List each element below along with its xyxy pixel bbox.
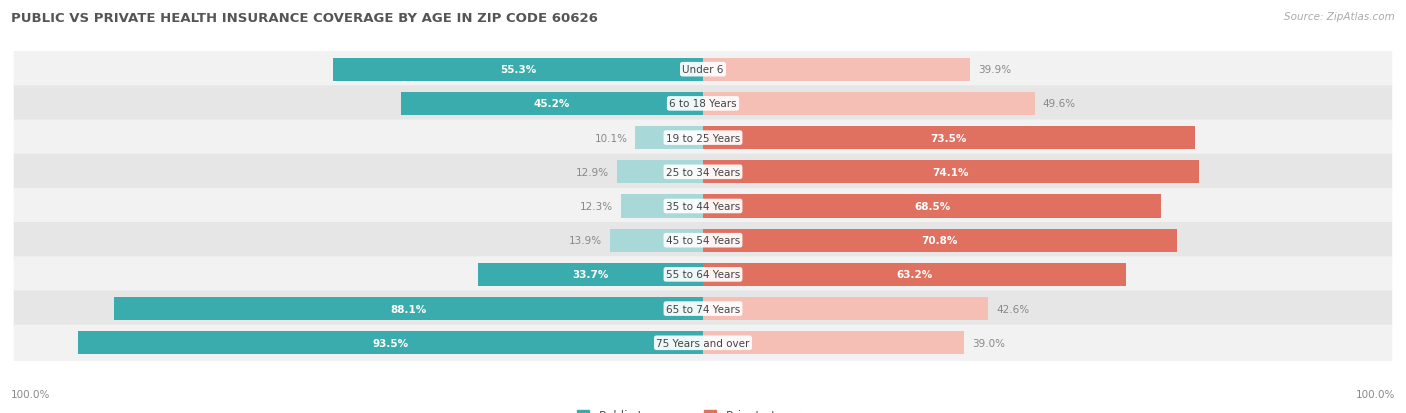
Text: 12.3%: 12.3%: [579, 202, 613, 211]
Bar: [703, 263, 1126, 286]
Bar: [703, 93, 1035, 116]
FancyBboxPatch shape: [14, 291, 1392, 327]
Bar: [617, 161, 703, 184]
FancyBboxPatch shape: [14, 325, 1392, 361]
Text: 73.5%: 73.5%: [931, 133, 967, 143]
Bar: [114, 297, 703, 320]
Text: Source: ZipAtlas.com: Source: ZipAtlas.com: [1284, 12, 1395, 22]
Legend: Public Insurance, Private Insurance: Public Insurance, Private Insurance: [572, 404, 834, 413]
FancyBboxPatch shape: [14, 188, 1392, 225]
FancyBboxPatch shape: [14, 120, 1392, 157]
Text: 93.5%: 93.5%: [373, 338, 408, 348]
FancyBboxPatch shape: [14, 256, 1392, 293]
Text: 39.9%: 39.9%: [979, 65, 1011, 75]
Bar: [703, 127, 1195, 150]
Bar: [703, 195, 1161, 218]
Text: 19 to 25 Years: 19 to 25 Years: [666, 133, 740, 143]
Text: 42.6%: 42.6%: [995, 304, 1029, 314]
Text: 10.1%: 10.1%: [595, 133, 627, 143]
Text: 25 to 34 Years: 25 to 34 Years: [666, 167, 740, 177]
Bar: [333, 58, 703, 82]
Text: 45 to 54 Years: 45 to 54 Years: [666, 236, 740, 246]
Text: Under 6: Under 6: [682, 65, 724, 75]
Text: 100.0%: 100.0%: [1355, 389, 1395, 399]
Text: 49.6%: 49.6%: [1043, 99, 1076, 109]
Bar: [401, 93, 703, 116]
Text: 55.3%: 55.3%: [501, 65, 536, 75]
FancyBboxPatch shape: [14, 86, 1392, 122]
Bar: [703, 229, 1177, 252]
Text: 75 Years and over: 75 Years and over: [657, 338, 749, 348]
Text: 33.7%: 33.7%: [572, 270, 609, 280]
Bar: [478, 263, 703, 286]
Text: 100.0%: 100.0%: [11, 389, 51, 399]
Bar: [620, 195, 703, 218]
Text: 13.9%: 13.9%: [569, 236, 602, 246]
Bar: [703, 161, 1199, 184]
FancyBboxPatch shape: [14, 223, 1392, 259]
Text: 65 to 74 Years: 65 to 74 Years: [666, 304, 740, 314]
Text: PUBLIC VS PRIVATE HEALTH INSURANCE COVERAGE BY AGE IN ZIP CODE 60626: PUBLIC VS PRIVATE HEALTH INSURANCE COVER…: [11, 12, 598, 25]
Bar: [703, 331, 965, 355]
Text: 45.2%: 45.2%: [534, 99, 569, 109]
Text: 63.2%: 63.2%: [896, 270, 932, 280]
FancyBboxPatch shape: [14, 52, 1392, 88]
Text: 55 to 64 Years: 55 to 64 Years: [666, 270, 740, 280]
Bar: [703, 297, 988, 320]
Text: 68.5%: 68.5%: [914, 202, 950, 211]
Text: 70.8%: 70.8%: [921, 236, 957, 246]
Text: 39.0%: 39.0%: [972, 338, 1005, 348]
Bar: [703, 58, 970, 82]
FancyBboxPatch shape: [14, 154, 1392, 190]
Text: 35 to 44 Years: 35 to 44 Years: [666, 202, 740, 211]
Text: 74.1%: 74.1%: [932, 167, 969, 177]
Text: 6 to 18 Years: 6 to 18 Years: [669, 99, 737, 109]
Text: 88.1%: 88.1%: [391, 304, 426, 314]
Bar: [610, 229, 703, 252]
Bar: [636, 127, 703, 150]
Text: 12.9%: 12.9%: [575, 167, 609, 177]
Bar: [77, 331, 703, 355]
